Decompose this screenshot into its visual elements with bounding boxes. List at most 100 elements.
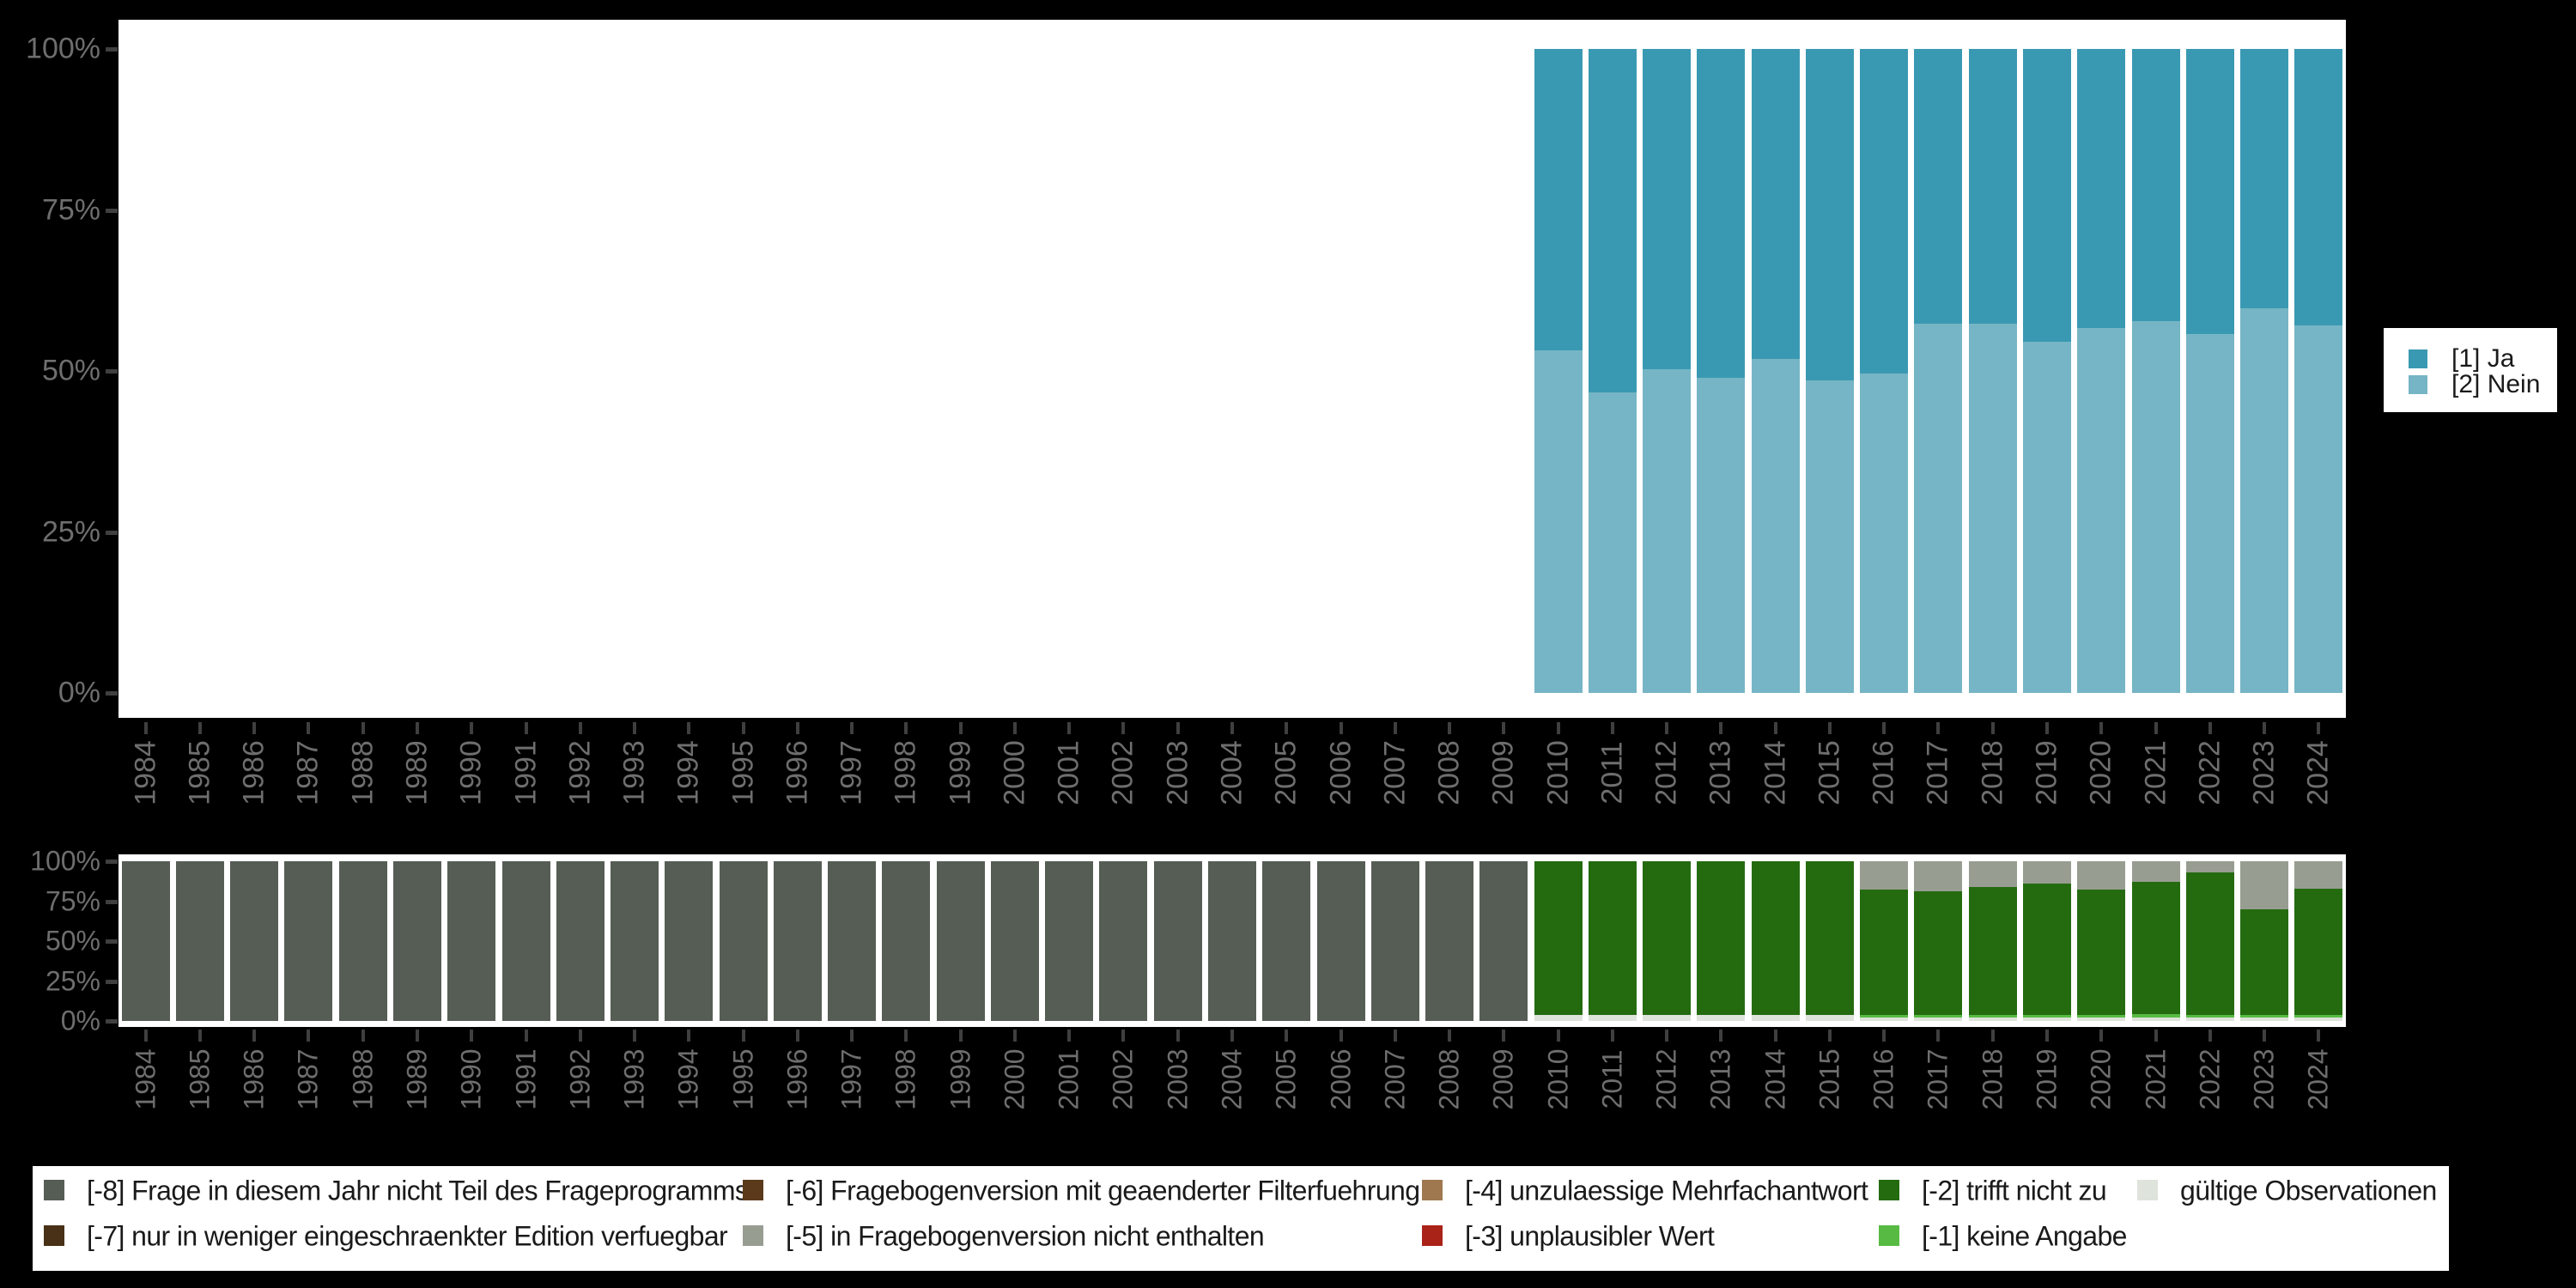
legend-key-label: [-5] in Fragebogenversion nicht enthalte… [786, 1220, 1265, 1252]
x-axis-label: 2008 [1432, 740, 1466, 805]
x-axis-label: 2014 [1759, 1048, 1791, 1110]
x-axis-tick [524, 722, 528, 734]
bar-segment [1751, 861, 1800, 1015]
bar-segment [1860, 1014, 1909, 1018]
x-axis-label: 2011 [1595, 741, 1629, 805]
x-axis-tick [1882, 722, 1886, 734]
bar-segment [2294, 49, 2343, 325]
bar-segment [719, 861, 768, 1021]
bar-segment [1914, 861, 1963, 892]
x-axis-label: 2011 [1596, 1049, 1628, 1109]
bar-segment [1643, 1014, 1692, 1021]
legend-key-label: gültige Observationen [2180, 1175, 2437, 1206]
x-axis-label: 2010 [1541, 740, 1575, 805]
x-axis-label: 1995 [726, 740, 760, 805]
x-axis-label: 2006 [1324, 740, 1358, 805]
x-axis-label: 2021 [2140, 1048, 2172, 1110]
y-axis-tick [106, 939, 118, 944]
y-axis-tick [106, 860, 118, 864]
x-axis-tick [578, 722, 582, 734]
x-axis-tick [904, 722, 908, 734]
x-axis-tick [1230, 722, 1234, 734]
bar-segment [2185, 1014, 2234, 1018]
x-axis-tick [2154, 1030, 2158, 1042]
bar-segment [2294, 1014, 2343, 1018]
bar-segment [1751, 49, 1800, 359]
bar-segment [611, 861, 659, 1021]
bar-segment [1316, 861, 1365, 1021]
x-axis-tick [1936, 722, 1941, 734]
x-axis-tick [2154, 722, 2158, 734]
x-axis-label: 1987 [292, 1048, 324, 1110]
x-axis-tick [1121, 722, 1126, 734]
x-axis-tick [1448, 1030, 1452, 1042]
x-axis-tick [958, 722, 963, 734]
x-axis-label: 2010 [1542, 1048, 1574, 1110]
x-axis-tick [307, 1030, 311, 1042]
x-axis-tick [2263, 722, 2267, 734]
bar-segment [121, 861, 170, 1021]
x-axis-label: 1989 [400, 740, 434, 805]
bar-segment [2185, 49, 2234, 334]
x-axis-tick [795, 722, 799, 734]
bar-segment [1751, 358, 1800, 693]
bar-segment [2240, 861, 2289, 909]
x-axis-label: 1999 [944, 740, 977, 805]
x-axis-label: 2017 [1922, 1048, 1953, 1110]
x-axis-label: 1984 [130, 1048, 161, 1110]
y-axis-tick [106, 47, 118, 52]
x-axis-tick [1719, 1030, 1723, 1042]
x-axis-tick [1067, 1030, 1072, 1042]
legend-key-label: [-1] keine Angabe [1922, 1220, 2127, 1252]
bar-segment [2240, 49, 2289, 309]
bar-segment [2294, 861, 2343, 889]
x-axis-label: 1984 [129, 740, 162, 805]
x-axis-label: 2016 [1868, 1048, 1899, 1110]
bar-segment [2185, 333, 2234, 693]
bar-segment [665, 861, 714, 1021]
bar-segment [447, 861, 496, 1021]
bar-segment [1208, 861, 1256, 1021]
bar-segment [1860, 49, 1909, 374]
x-axis-tick [470, 1030, 474, 1042]
x-axis-tick [1067, 722, 1072, 734]
bar-segment [2131, 882, 2180, 1014]
x-axis-label: 2004 [1216, 1048, 1248, 1110]
x-axis-tick [2208, 722, 2212, 734]
x-axis-tick [1176, 722, 1180, 734]
bar-segment [990, 861, 1039, 1021]
x-axis-tick [2317, 722, 2321, 734]
x-axis-tick [2045, 722, 2050, 734]
bar-segment [2077, 1014, 2126, 1018]
x-axis-tick [252, 722, 257, 734]
y-axis-label: 0% [58, 676, 100, 709]
y-axis-tick [106, 979, 118, 984]
x-axis-tick [197, 722, 202, 734]
x-axis-label: 1991 [510, 1048, 541, 1110]
bar-segment [2131, 1014, 2180, 1018]
y-axis-label: 100% [30, 845, 100, 877]
x-axis-label: 1996 [781, 740, 814, 805]
x-axis-tick [197, 1030, 202, 1042]
x-axis-tick [741, 722, 745, 734]
bar-segment [1968, 1014, 2017, 1018]
x-axis-label: 2001 [1053, 1048, 1084, 1110]
x-axis-label: 2013 [1704, 1048, 1736, 1110]
x-axis-label: 1986 [237, 740, 270, 805]
x-axis-label: 1997 [835, 740, 868, 805]
x-axis-label: 2002 [1107, 1048, 1139, 1110]
y-axis-tick [106, 691, 118, 696]
x-axis-label: 2005 [1269, 740, 1303, 805]
bar-segment [1697, 378, 1746, 693]
bar-segment [1643, 368, 1692, 693]
x-axis-tick [1990, 722, 1995, 734]
x-axis-label: 1987 [291, 740, 325, 805]
legend-key-label: [-4] unzulaessige Mehrfachantwort [1465, 1175, 1868, 1206]
bar-segment [1914, 1017, 1963, 1021]
bar-segment [828, 861, 877, 1021]
x-axis-label: 1993 [618, 1048, 650, 1110]
x-axis-tick [741, 1030, 745, 1042]
x-axis-label: 2023 [2248, 1048, 2280, 1110]
y-axis-tick [106, 530, 118, 535]
x-axis-tick [1610, 722, 1614, 734]
